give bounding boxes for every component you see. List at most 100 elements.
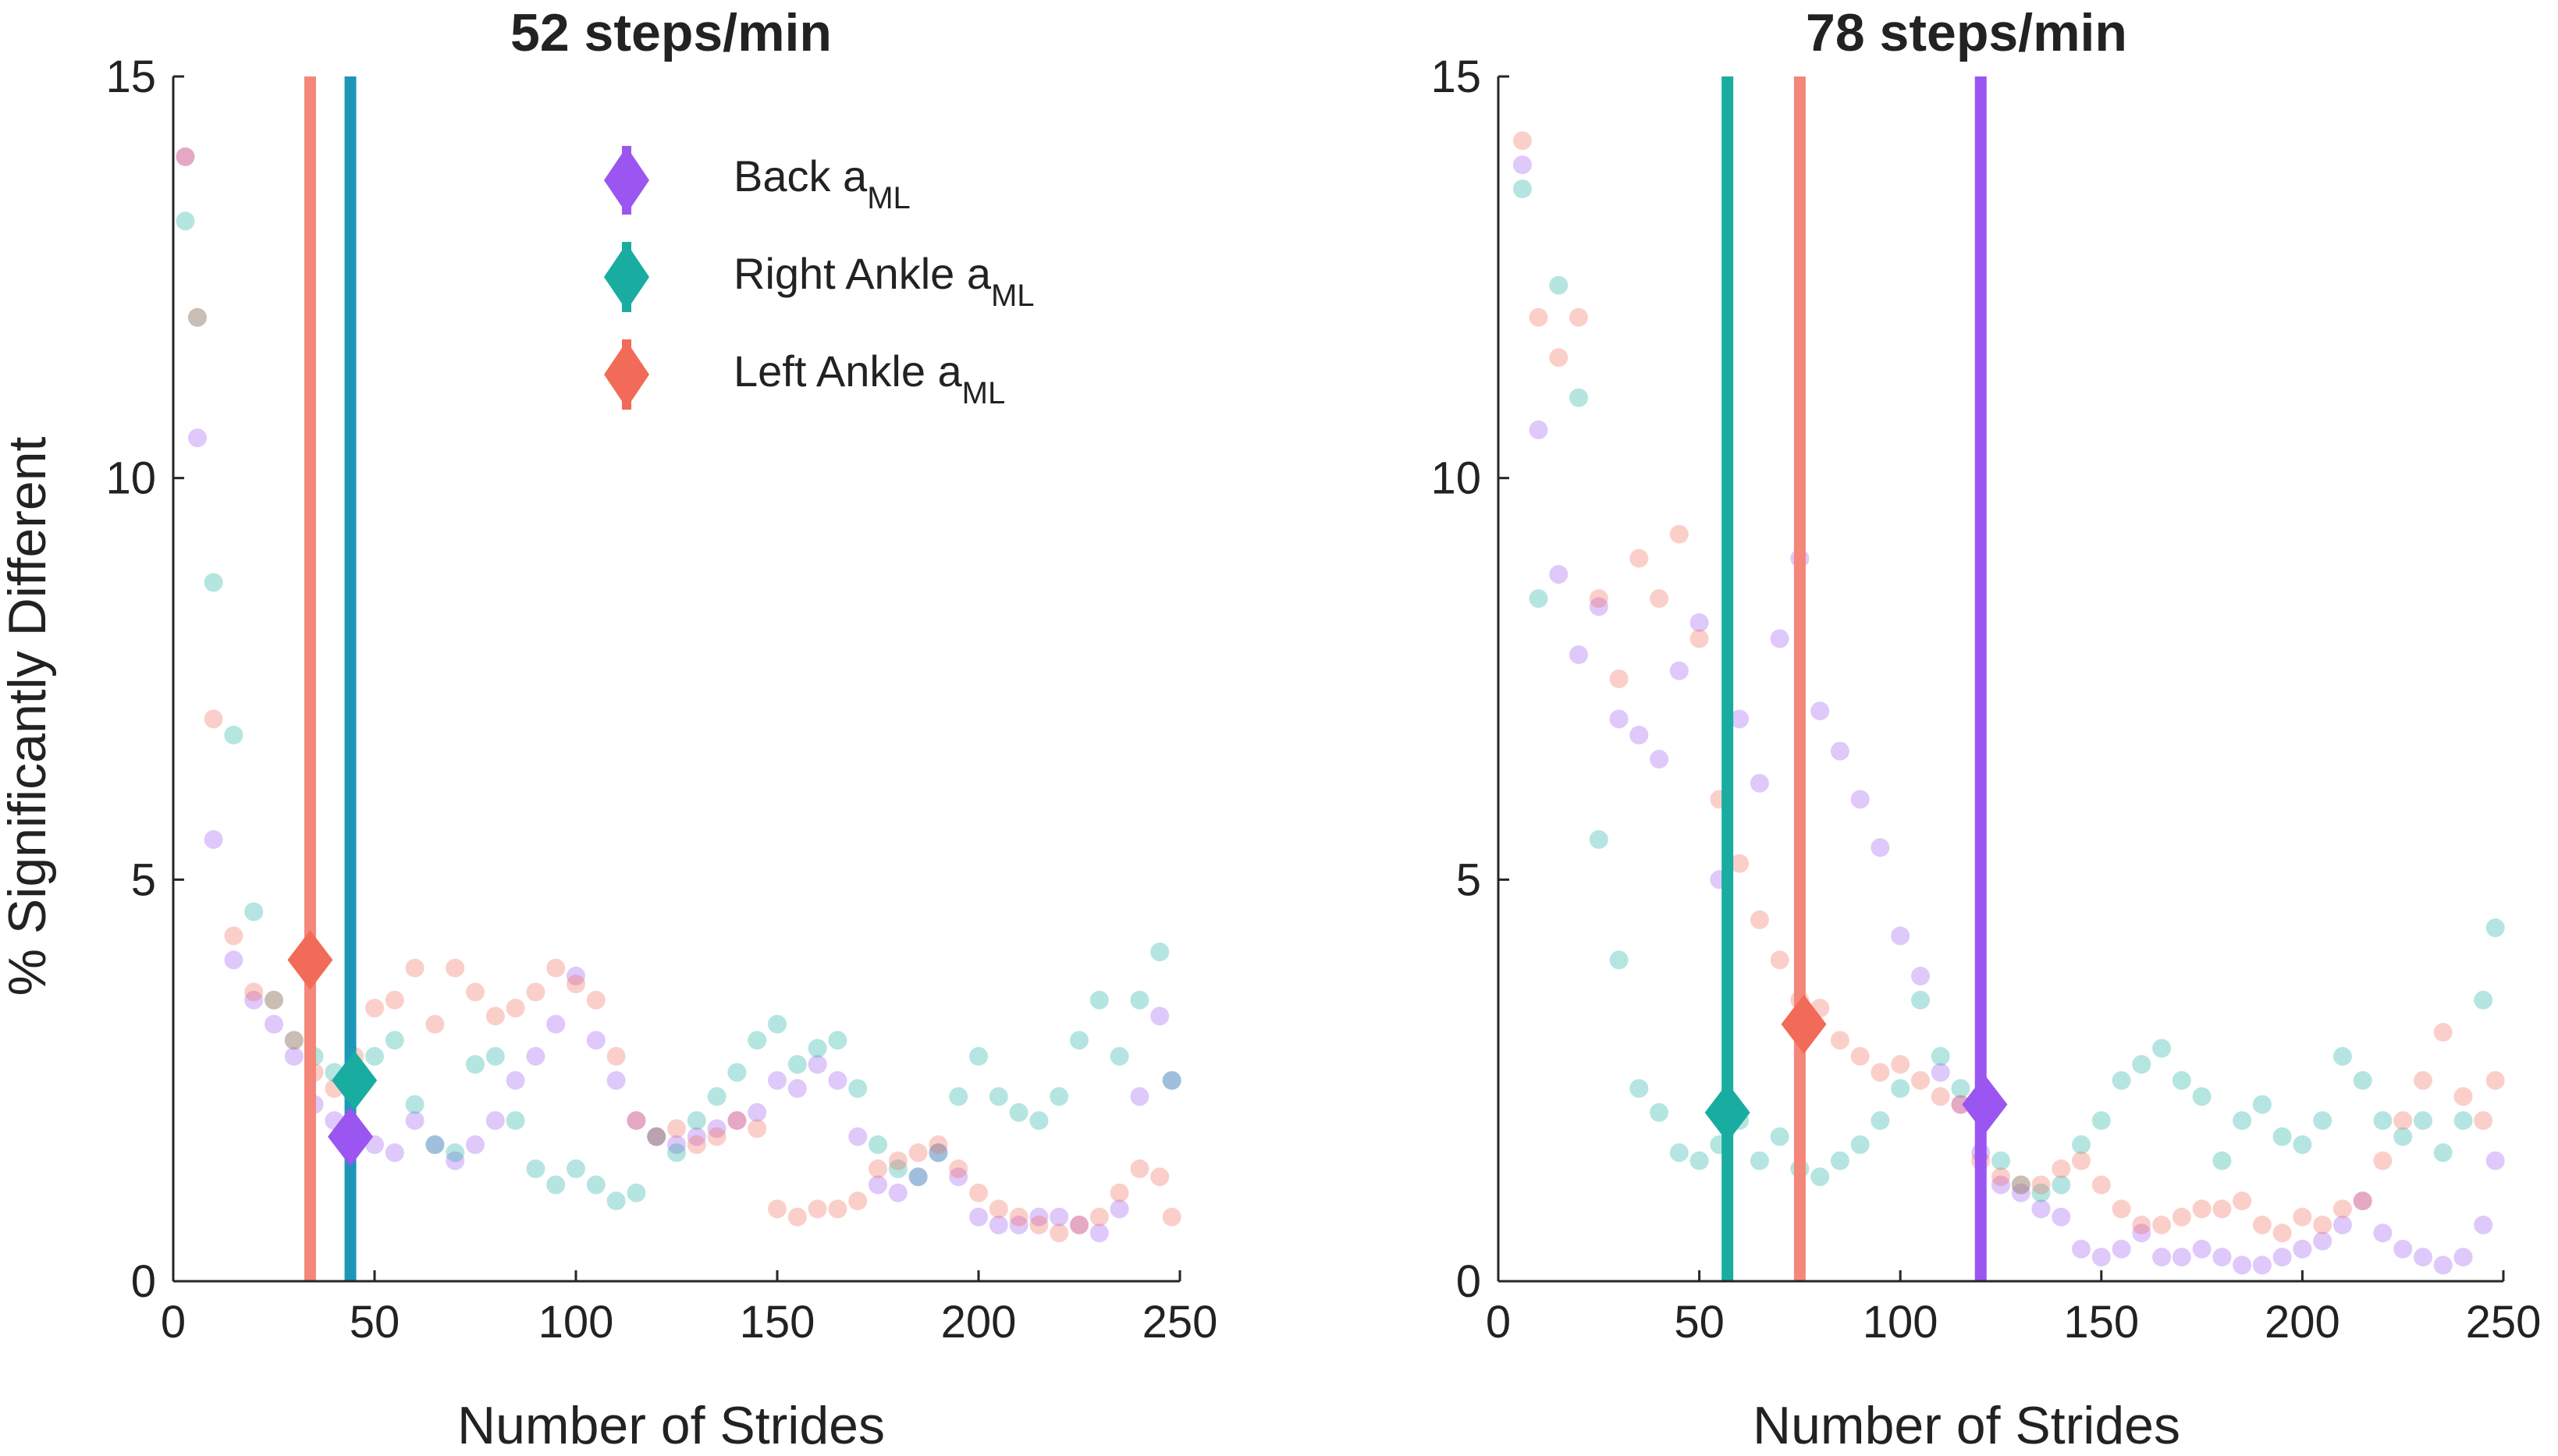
point-left-ankle <box>1110 1183 1129 1202</box>
threshold-markers <box>287 930 378 1167</box>
point-left-ankle <box>727 1111 747 1131</box>
point-left-ankle <box>526 982 545 1002</box>
point-right-ankle <box>1931 1046 1950 1066</box>
point-right-ankle <box>2152 1039 2172 1058</box>
point-back <box>687 1127 706 1146</box>
point-back <box>2414 1248 2432 1267</box>
legend-entry-back: Back aML <box>604 146 911 215</box>
point-back <box>1529 420 1548 439</box>
point-right-ankle <box>2393 1127 2413 1146</box>
point-right-ankle <box>425 1135 445 1154</box>
point-right-ankle <box>1549 275 1569 295</box>
x-tick-label: 100 <box>1863 1297 1938 1348</box>
point-left-ankle <box>1871 1063 1890 1082</box>
point-back <box>2052 1207 2071 1227</box>
point-right-ankle <box>1951 1079 1970 1098</box>
point-left-ankle <box>1512 131 1532 151</box>
point-back <box>446 1151 465 1170</box>
point-right-ankle <box>989 1087 1008 1106</box>
data-points <box>1512 131 2505 1275</box>
point-right-ankle <box>1850 1135 1870 1154</box>
point-right-ankle <box>2112 1071 2131 1090</box>
point-left-ankle <box>869 1159 887 1178</box>
point-right-ankle <box>526 1159 545 1178</box>
point-left-ankle <box>1629 549 1649 568</box>
point-right-ankle <box>2485 918 2505 938</box>
point-right-ankle <box>244 902 264 922</box>
y-tick-label: 5 <box>1456 854 1481 905</box>
point-right-ankle <box>2192 1087 2212 1106</box>
point-right-ankle <box>2332 1046 2352 1066</box>
point-left-ankle <box>1911 1071 1930 1090</box>
point-right-ankle <box>1070 1031 1089 1050</box>
data-points <box>176 147 1181 1243</box>
legend-label-back: Back aML <box>734 151 911 215</box>
point-left-ankle <box>1569 307 1588 327</box>
point-back <box>1110 1199 1129 1219</box>
point-back <box>2485 1151 2505 1170</box>
point-right-ankle <box>2172 1071 2191 1090</box>
point-back <box>667 1135 686 1154</box>
point-left-ankle <box>1770 950 1789 970</box>
point-left-ankle <box>567 975 585 994</box>
point-right-ankle <box>969 1046 988 1066</box>
point-right-ankle <box>627 1183 646 1202</box>
point-back <box>586 1031 606 1050</box>
point-back <box>526 1046 545 1066</box>
point-back <box>2332 1215 2352 1234</box>
point-right-ankle <box>2313 1111 2332 1131</box>
tick-labels: 0 50 100 150 200 250 0 5 10 15 <box>105 51 1217 1348</box>
point-back <box>2072 1239 2091 1259</box>
marker-right-ankle <box>1704 1082 1750 1142</box>
point-right-ankle <box>224 726 243 745</box>
point-right-ankle <box>1512 179 1532 199</box>
point-back <box>188 428 207 448</box>
y-tick-label: 15 <box>105 51 156 102</box>
point-left-ankle <box>2373 1151 2393 1170</box>
point-left-ankle <box>1650 589 1669 609</box>
point-left-ankle <box>2474 1111 2493 1131</box>
point-left-ankle <box>667 1119 686 1138</box>
x-tick-label: 0 <box>161 1297 186 1348</box>
point-left-ankle <box>1689 629 1709 648</box>
point-back <box>2252 1255 2272 1275</box>
legend-marker-back <box>604 147 649 214</box>
point-left-ankle <box>1009 1207 1029 1227</box>
point-back <box>176 147 195 166</box>
point-back <box>2393 1239 2413 1259</box>
y-tick-label: 15 <box>1430 51 1481 102</box>
point-left-ankle <box>2152 1215 2172 1234</box>
point-left-ankle <box>1951 1095 1970 1114</box>
point-left-ankle <box>908 1143 928 1163</box>
point-back <box>2152 1248 2172 1267</box>
point-right-ankle <box>1130 990 1149 1010</box>
point-right-ankle <box>2233 1111 2252 1131</box>
point-back <box>848 1127 868 1146</box>
point-left-ankle <box>466 982 485 1002</box>
point-back <box>2233 1255 2252 1275</box>
point-left-ankle <box>385 990 404 1010</box>
point-right-ankle <box>586 1175 606 1195</box>
point-back <box>989 1215 1008 1234</box>
point-back <box>2011 1183 2030 1202</box>
point-right-ankle <box>949 1087 968 1106</box>
point-right-ankle <box>768 1014 787 1034</box>
point-left-ankle <box>1609 669 1629 688</box>
point-right-ankle <box>1830 1151 1849 1170</box>
point-back <box>244 990 264 1010</box>
point-right-ankle <box>667 1143 686 1163</box>
point-right-ankle <box>365 1046 384 1066</box>
point-left-ankle <box>1549 348 1569 368</box>
point-back <box>1830 741 1849 761</box>
point-back <box>1050 1207 1069 1227</box>
point-left-ankle <box>2293 1207 2312 1227</box>
point-back <box>748 1103 767 1122</box>
point-left-ankle <box>2233 1191 2252 1211</box>
point-right-ankle <box>1891 1079 1910 1098</box>
point-right-ankle <box>546 1175 566 1195</box>
point-right-ankle <box>1750 1151 1769 1170</box>
point-left-ankle <box>546 958 566 978</box>
point-back <box>265 1014 283 1034</box>
point-left-ankle <box>768 1199 787 1219</box>
